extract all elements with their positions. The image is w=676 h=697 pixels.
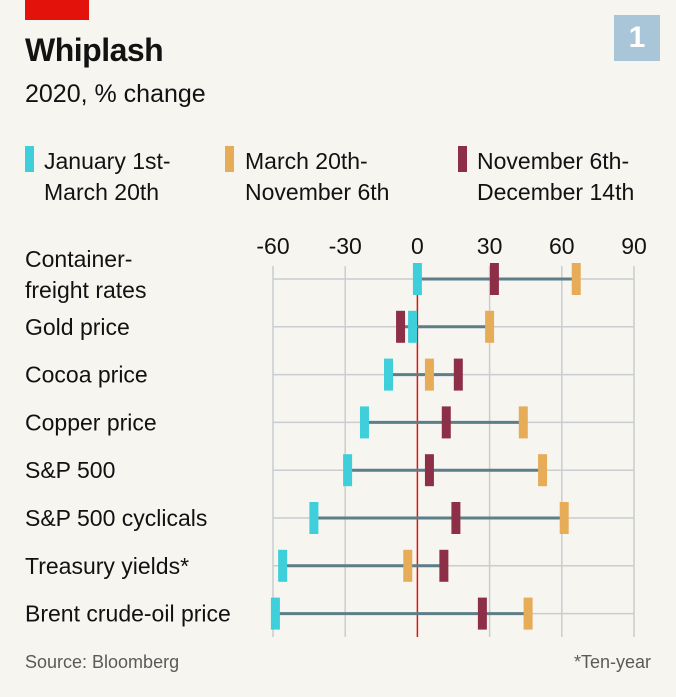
marker-p2: [485, 310, 495, 343]
x-tick-label: 90: [621, 233, 647, 259]
marker-p1: [412, 263, 422, 295]
marker-p1: [343, 454, 353, 487]
marker-p3: [396, 310, 406, 343]
row-label: Treasury yields*: [25, 553, 189, 579]
row-label: Container-freight rates: [25, 246, 146, 303]
marker-p1: [384, 358, 394, 391]
brand-red-bar: [25, 0, 89, 20]
x-tick-label: -30: [329, 233, 362, 259]
legend-label-period1: January 1st- March 20th: [44, 148, 171, 205]
marker-p3: [424, 454, 434, 487]
legend-entry-period3: November 6th- December 14th: [477, 146, 634, 208]
row-label: S&P 500: [25, 457, 115, 483]
marker-p3: [451, 502, 461, 534]
x-tick-label: 60: [549, 233, 575, 259]
marker-p2: [424, 358, 434, 391]
legend-swatch-period3: [458, 146, 467, 172]
marker-p1: [278, 549, 288, 582]
x-tick-label: -60: [256, 233, 289, 259]
row-label: Copper price: [25, 409, 157, 435]
marker-p2: [523, 597, 533, 630]
marker-p1: [270, 597, 280, 630]
marker-p3: [489, 263, 499, 295]
row-label: S&P 500 cyclicals: [25, 505, 207, 531]
x-tick-label: 30: [477, 233, 503, 259]
marker-p2: [571, 263, 581, 295]
row-label: Cocoa price: [25, 362, 148, 388]
legend-entry-period2: March 20th- November 6th: [245, 146, 389, 208]
marker-p2: [538, 454, 548, 487]
legend-swatch-period1: [25, 146, 34, 172]
marker-p1: [359, 406, 369, 439]
chart-subtitle: 2020, % change: [25, 80, 206, 108]
marker-p3: [439, 549, 449, 582]
footnote: *Ten-year: [573, 652, 651, 672]
legend-entry-period1: January 1st- March 20th: [44, 146, 171, 208]
chart-number-badge: 1: [614, 15, 660, 61]
marker-p3: [441, 406, 451, 439]
source-note: Source: Bloomberg: [25, 652, 180, 672]
legend-label-period3: November 6th- December 14th: [477, 148, 635, 205]
marker-p2: [403, 549, 413, 582]
row-label: Gold price: [25, 314, 130, 340]
row-label: Brent crude-oil price: [25, 601, 231, 627]
marker-p3: [453, 358, 463, 391]
marker-p1: [309, 502, 319, 534]
marker-p1: [408, 310, 418, 343]
marker-p2: [559, 502, 569, 534]
marker-p3: [477, 597, 487, 630]
chart-title: Whiplash: [25, 32, 164, 68]
legend-label-period2: March 20th- November 6th: [245, 148, 390, 205]
legend-swatch-period2: [225, 146, 234, 172]
marker-p2: [518, 406, 528, 439]
x-tick-label: 0: [411, 233, 424, 259]
